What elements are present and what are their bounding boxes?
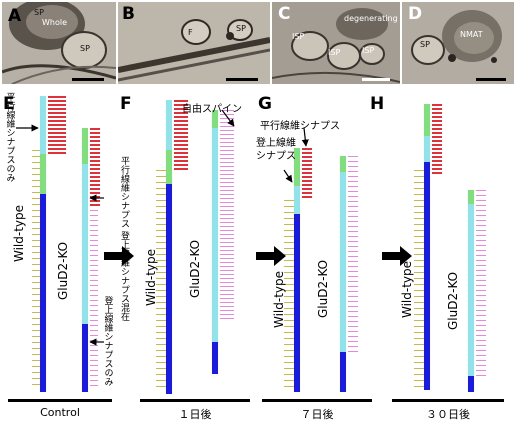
group-label-day7: ７日後 xyxy=(300,408,334,421)
column-g-glud2ko xyxy=(340,156,346,392)
segment-green xyxy=(294,148,300,186)
panel-letter-g: G xyxy=(258,94,272,114)
pink-trace-g-ko xyxy=(348,156,358,356)
panel-letter-c: C xyxy=(278,4,291,24)
segment-cyan xyxy=(166,100,172,150)
annotation-pf-cf-mixed: 平行線維シナプス 登上線維シナプス混在 xyxy=(119,156,129,321)
segment-green xyxy=(212,110,218,128)
scale-bar-b xyxy=(226,78,258,81)
em-image-b xyxy=(118,2,270,84)
annotation-cf-synapse: 登上線維 シナプス xyxy=(256,138,296,162)
panel-letter-h: H xyxy=(370,94,385,114)
em-image-d xyxy=(402,2,514,84)
red-trace-e xyxy=(48,96,66,156)
em-panel-b: B F SP xyxy=(118,2,270,84)
segment-blue xyxy=(166,184,172,394)
em-label-sp-1: SP xyxy=(34,8,44,17)
olive-trace-f xyxy=(156,170,166,392)
red-trace-e-ko xyxy=(90,128,100,208)
red-trace-h xyxy=(432,104,442,174)
panel-letter-a: A xyxy=(8,6,22,26)
segment-green xyxy=(468,190,474,204)
em-panel-c: C degenerating ISP ISP ISP xyxy=(272,2,400,84)
group-label-day30: ３０日後 xyxy=(426,408,470,421)
segment-cyan xyxy=(424,136,430,162)
column-h-glud2ko xyxy=(468,190,474,392)
em-label-sp-2: SP xyxy=(80,44,90,53)
red-trace-g xyxy=(302,148,312,198)
column-e-glud2ko xyxy=(82,128,88,392)
segment-green xyxy=(40,154,46,194)
em-label-isp-1: ISP xyxy=(292,32,305,41)
segment-blue xyxy=(424,162,430,390)
segment-blue xyxy=(82,324,88,392)
panel-letter-b: B xyxy=(122,4,135,24)
segment-blue xyxy=(340,352,346,392)
pointer-free-spine xyxy=(221,109,235,127)
red-trace-f xyxy=(174,100,188,170)
pink-trace-h-ko xyxy=(476,190,486,380)
segment-cyan xyxy=(294,186,300,214)
segment-green xyxy=(166,150,172,184)
em-label-sp-b: SP xyxy=(236,24,246,33)
group-bar-day7 xyxy=(262,399,372,402)
transition-arrow-f-g xyxy=(256,246,286,266)
em-label-degenerating: degenerating xyxy=(344,14,398,23)
em-panel-d: D SP NMAT xyxy=(402,2,514,84)
annotation-pf-synapse: 平行線維シナプス xyxy=(260,121,340,132)
pink-trace-e-ko xyxy=(90,210,98,390)
column-f-wildtype xyxy=(166,100,172,394)
transition-arrow-g-h xyxy=(382,246,412,266)
column-g-wildtype xyxy=(294,148,300,392)
group-label-control: Control xyxy=(40,406,80,419)
em-image-a xyxy=(2,2,116,84)
segment-cyan xyxy=(468,204,474,376)
pink-trace-f-ko xyxy=(220,110,234,320)
segment-blue xyxy=(212,342,218,374)
em-label-isp-3: ISP xyxy=(362,46,375,55)
segment-cyan xyxy=(340,172,346,352)
scale-bar-a xyxy=(72,78,104,81)
annotation-pf-only: 平行線維シナプスのみ xyxy=(4,92,15,182)
group-bar-day1 xyxy=(140,399,250,402)
em-label-f: F xyxy=(188,28,193,37)
transition-arrow-e-f xyxy=(104,246,134,266)
panel-letter-e: E xyxy=(3,94,15,114)
olive-trace-e xyxy=(32,150,40,390)
panel-letter-f: F xyxy=(120,94,132,114)
olive-trace-h xyxy=(414,170,424,390)
em-panel-a: A SP Whole SP xyxy=(2,2,116,84)
olive-trace-g xyxy=(284,200,294,390)
segment-green xyxy=(82,128,88,164)
panel-letter-d: D xyxy=(408,4,423,24)
em-label-whole: Whole xyxy=(42,18,68,27)
em-label-sp-d: SP xyxy=(420,40,430,49)
annotation-cf-only: 登上線維シナプスのみ xyxy=(102,296,113,386)
pointer-pf-synapse xyxy=(301,127,309,147)
column-e-wildtype xyxy=(40,96,46,392)
column-f-glud2ko xyxy=(212,110,218,374)
segment-green xyxy=(424,104,430,136)
segment-green xyxy=(340,156,346,172)
em-image-c xyxy=(272,2,400,84)
annotation-free-spine: 自由スパイン xyxy=(182,104,242,115)
em-label-isp-2: ISP xyxy=(328,48,341,57)
scale-bar-c xyxy=(362,78,390,81)
scale-bar-d xyxy=(476,78,506,81)
segment-blue xyxy=(294,214,300,392)
segment-cyan xyxy=(82,164,88,324)
em-label-nmat: NMAT xyxy=(460,30,483,39)
segment-cyan xyxy=(212,128,218,342)
segment-blue xyxy=(40,194,46,392)
group-bar-control xyxy=(8,399,112,402)
group-label-day1: １日後 xyxy=(178,408,212,421)
group-bar-day30 xyxy=(392,399,504,402)
column-h-wildtype xyxy=(424,104,430,390)
segment-blue xyxy=(468,376,474,392)
pointer-cf-synapse xyxy=(283,169,293,183)
segment-cyan xyxy=(40,96,46,154)
